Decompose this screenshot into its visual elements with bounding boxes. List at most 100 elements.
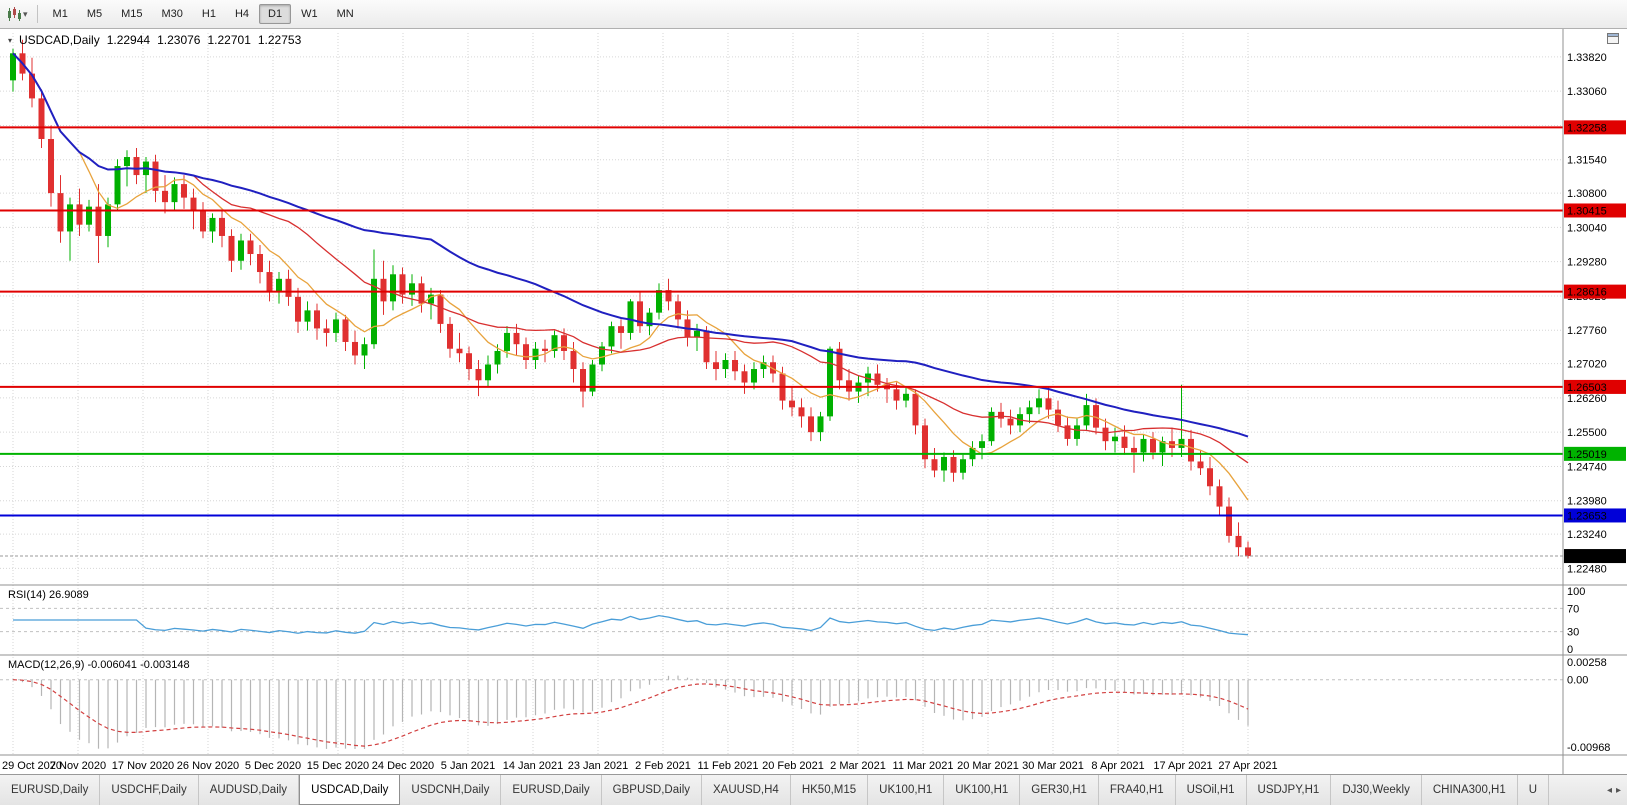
candle-body <box>228 235 235 261</box>
candle-body <box>352 341 358 356</box>
candle-body <box>760 362 767 370</box>
level-badge <box>1564 120 1626 135</box>
date-label: 8 Apr 2021 <box>1091 760 1144 772</box>
ohlc-high: 1.23076 <box>157 33 201 47</box>
timeframe-button-d1[interactable]: D1 <box>259 4 292 24</box>
candle-body <box>1036 398 1042 408</box>
current-price-badge <box>1564 549 1626 564</box>
tab-usoil-h1[interactable]: USOil,H1 <box>1176 775 1247 805</box>
candle-body <box>523 344 529 360</box>
tabs-navigation: ◂ ▸ <box>1601 775 1627 805</box>
tab-eurusd-daily[interactable]: EURUSD,Daily <box>0 775 101 805</box>
candle-body <box>1045 398 1052 410</box>
tabs-scroll-left-icon[interactable]: ◂ <box>1606 784 1612 796</box>
macd-tick-label: -0.00968 <box>1567 742 1610 754</box>
price-tick-label: 1.27760 <box>1567 325 1607 337</box>
chart-window: 1.338201.330601.323001.315401.308001.300… <box>0 29 1627 774</box>
candle-body <box>67 204 73 232</box>
tab-gbpusd-daily[interactable]: GBPUSD,Daily <box>602 775 702 805</box>
candle-body <box>751 369 757 383</box>
restore-window-icon[interactable] <box>1607 33 1619 44</box>
date-label: 26 Nov 2020 <box>177 760 239 772</box>
tab-xauusd-h4[interactable]: XAUUSD,H4 <box>702 775 791 805</box>
timeframe-button-w1[interactable]: W1 <box>301 8 318 20</box>
timeframe-button-group: M1 M5 M15 M30 H1 H4 D1 W1 MN <box>44 4 363 24</box>
candle-body <box>181 184 187 198</box>
candle-body <box>285 278 292 297</box>
candle-body <box>238 240 244 261</box>
candle-body <box>390 274 396 302</box>
candle-body <box>456 348 463 354</box>
candle-body <box>893 389 900 401</box>
candle-body <box>532 348 539 360</box>
candle-body <box>333 319 339 333</box>
candle-body <box>494 350 501 365</box>
candle-body <box>988 411 995 442</box>
tab-dj30-weekly[interactable]: DJ30,Weekly <box>1331 775 1422 805</box>
candle-body <box>1188 438 1194 462</box>
candle-body <box>276 278 282 293</box>
candle-body <box>466 353 472 370</box>
price-tick-label: 1.31540 <box>1567 155 1607 167</box>
caret-down-icon[interactable]: ▾ <box>23 8 28 19</box>
candle-body <box>190 197 197 212</box>
date-label: 17 Nov 2020 <box>112 760 174 772</box>
timeframe-button-mn[interactable]: MN <box>336 8 354 20</box>
date-label: 11 Feb 2021 <box>698 760 759 772</box>
price-tick-label: 1.26260 <box>1567 393 1607 405</box>
tabs-scroll-right-icon[interactable]: ▸ <box>1615 784 1621 796</box>
tab-uk100-h1[interactable]: UK100,H1 <box>944 775 1021 805</box>
macd-indicator-label: MACD(12,26,9) -0.006041 -0.003148 <box>8 659 190 671</box>
tab-usdcad-daily[interactable]: USDCAD,Daily <box>299 775 401 805</box>
date-label: 14 Jan 2021 <box>503 760 564 772</box>
price-tick-label: 1.24740 <box>1567 461 1607 473</box>
rsi-tick-label: 0 <box>1567 644 1573 656</box>
candle-body <box>979 441 985 448</box>
timeframe-button-m30[interactable]: M30 <box>161 8 183 20</box>
tab-eurusd-daily[interactable]: EURUSD,Daily <box>501 775 602 805</box>
date-label: 30 Mar 2021 <box>1022 760 1084 772</box>
tab-usdjpy-h1[interactable]: USDJPY,H1 <box>1247 775 1332 805</box>
candle-body <box>1140 438 1147 453</box>
level-badge <box>1564 284 1626 299</box>
candle-body <box>713 362 719 370</box>
tab-uk100-h1[interactable]: UK100,H1 <box>868 775 945 805</box>
tab-audusd-daily[interactable]: AUDUSD,Daily <box>199 775 300 805</box>
date-label: 20 Mar 2021 <box>957 760 1019 772</box>
timeframe-button-h1[interactable]: H1 <box>201 8 216 20</box>
timeframe-button-h4[interactable]: H4 <box>234 8 250 20</box>
candle-body <box>133 157 140 176</box>
tab-china300-h1[interactable]: CHINA300,H1 <box>1422 775 1518 805</box>
candle-body <box>1226 506 1232 536</box>
current-price-label: 1.22753 <box>1567 551 1607 563</box>
candle-body <box>1007 418 1014 426</box>
candle-body <box>152 161 159 191</box>
candle-body <box>504 332 510 351</box>
timeframe-button-m1[interactable]: M1 <box>52 8 68 20</box>
tab-usdchf-daily[interactable]: USDCHF,Daily <box>100 775 199 805</box>
price-tick-label: 1.25500 <box>1567 427 1607 439</box>
candle-body <box>1245 547 1251 557</box>
candle-body <box>266 272 273 293</box>
candle-body <box>665 290 672 302</box>
candle-body <box>789 400 795 408</box>
date-label: 20 Feb 2021 <box>762 760 824 772</box>
candle-body <box>608 326 615 347</box>
candle-body <box>1150 438 1156 453</box>
candle-body <box>1216 486 1223 507</box>
price-chart-canvas[interactable]: 1.338201.330601.323001.315401.308001.300… <box>0 29 1627 774</box>
candle-body <box>513 332 520 345</box>
timeframe-button-m15[interactable]: M15 <box>121 8 143 20</box>
candle-body <box>29 73 35 99</box>
tab-fra40-h1[interactable]: FRA40,H1 <box>1099 775 1176 805</box>
candle-body <box>817 416 824 433</box>
tab-ger30-h1[interactable]: GER30,H1 <box>1020 775 1099 805</box>
candle-body <box>827 348 833 417</box>
tab-usdcnh-daily[interactable]: USDCNH,Daily <box>400 775 502 805</box>
tab-u[interactable]: U <box>1518 775 1550 805</box>
level-badge-label: 1.25019 <box>1567 449 1607 461</box>
candle-body <box>798 407 805 417</box>
timeframe-button-m5[interactable]: M5 <box>86 8 103 20</box>
tab-hk50-m15[interactable]: HK50,M15 <box>791 775 869 805</box>
candlestick-chart-icon[interactable] <box>5 6 23 22</box>
